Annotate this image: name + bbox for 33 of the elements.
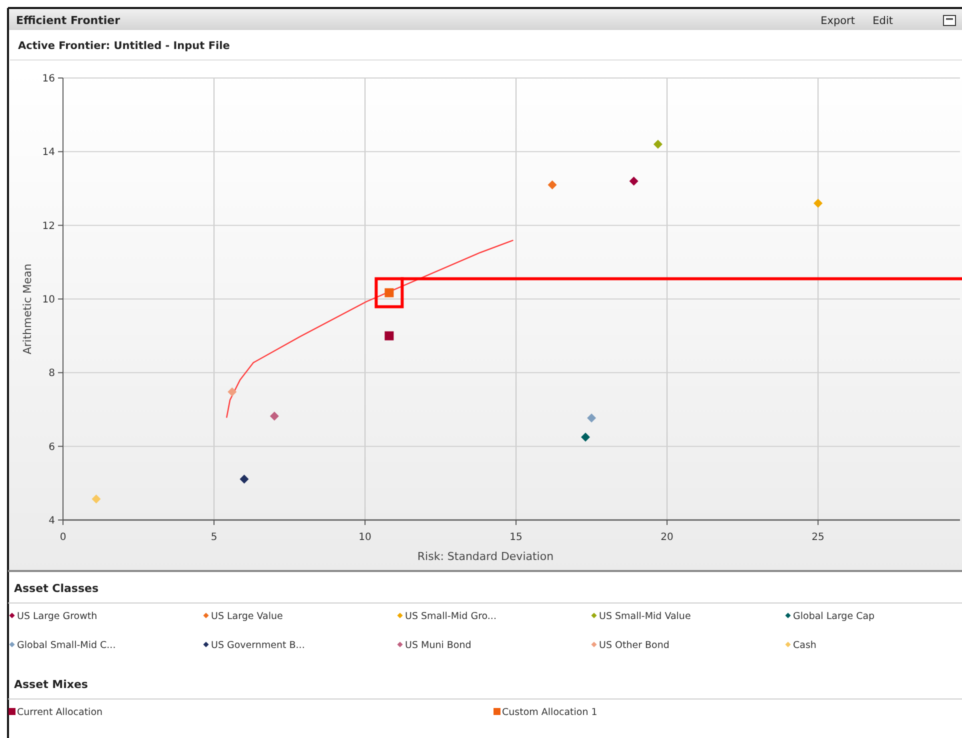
x-tick-label: 25 — [812, 532, 824, 543]
legend-label: US Small-Mid Gro... — [405, 611, 496, 622]
x-tick-label: 20 — [660, 532, 674, 543]
x-tick-label: 10 — [358, 532, 372, 543]
legend-label: Custom Allocation 1 — [502, 707, 598, 718]
legend-label: US Muni Bond — [405, 640, 472, 651]
text: Export — [820, 15, 855, 27]
y-tick-label: 12 — [42, 220, 55, 232]
y-tick-label: 8 — [48, 368, 55, 380]
legend-label: Global Large Cap — [793, 611, 875, 622]
legend-label: Current Allocation — [17, 707, 103, 718]
chart-title: Efficient Frontier — [16, 14, 121, 27]
legend-label: Global Small-Mid C... — [17, 640, 116, 651]
legend-label: Cash — [793, 640, 816, 651]
legend-label: US Small-Mid Value — [599, 611, 691, 622]
text: Edit — [872, 15, 893, 27]
y-tick-label: 16 — [42, 74, 55, 84]
legend-label: US Large Value — [211, 611, 283, 622]
y-tick-label: 14 — [42, 147, 55, 158]
y-axis-title: Arithmetic Mean — [21, 264, 34, 354]
text: Asset Classes — [14, 582, 99, 595]
text: Asset Mixes — [14, 678, 88, 691]
chart-subtitle: Active Frontier: Untitled - Input File — [18, 40, 230, 52]
y-tick-label: 6 — [48, 442, 55, 453]
x-tick-label: 15 — [510, 532, 522, 543]
y-tick-label: 10 — [42, 294, 55, 306]
x-tick-label: 5 — [210, 532, 218, 543]
legend-label: US Other Bond — [599, 640, 670, 651]
x-axis-title: Risk: Standard Deviation — [417, 550, 554, 563]
legend-label: US Large Growth — [17, 611, 98, 622]
legend-label: US Government B... — [211, 640, 305, 651]
y-tick-label: 4 — [48, 516, 55, 526]
x-tick-label: 0 — [60, 532, 66, 543]
